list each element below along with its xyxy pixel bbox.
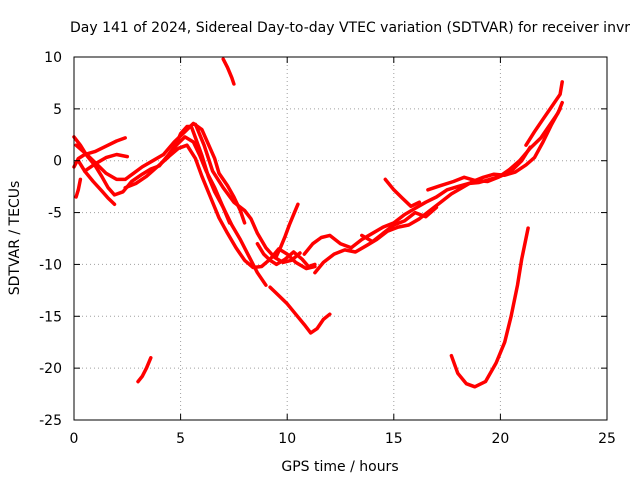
series-arc-16 <box>360 205 439 244</box>
series-arc-17 <box>383 177 422 209</box>
series-arc-4 <box>76 158 117 207</box>
data-series <box>72 57 564 389</box>
y-tick-label: -25 <box>39 413 62 429</box>
series-arc-19 <box>524 80 564 147</box>
series-arc-2 <box>72 136 127 169</box>
series-arc-6 <box>123 135 268 287</box>
y-tick-label: 0 <box>53 154 62 170</box>
series-arc-18 <box>426 100 564 192</box>
y-tick-label: -20 <box>39 361 62 377</box>
series-arc-14 <box>302 145 532 256</box>
y-tick-label: 5 <box>53 102 62 118</box>
y-tick-label: 10 <box>44 50 62 66</box>
series-arc-7 <box>159 143 317 271</box>
x-tick-label: 15 <box>385 431 403 447</box>
series-arc-13 <box>268 285 332 335</box>
y-tick-label: -15 <box>39 309 62 325</box>
x-axis-title: GPS time / hours <box>281 459 398 475</box>
y-tick-label: -5 <box>48 206 62 222</box>
series-arc-11 <box>255 241 317 269</box>
plot-frame <box>73 56 608 421</box>
x-tick-label: 5 <box>176 431 185 447</box>
series-arc-21 <box>74 177 83 199</box>
y-axis-title: SDTVAR / TECUs <box>7 181 23 296</box>
x-tick-label: 0 <box>70 431 79 447</box>
series-arc-5 <box>82 152 130 173</box>
series-arc-12 <box>274 202 300 258</box>
series-arc-10 <box>136 356 153 384</box>
x-tick-label: 10 <box>278 431 296 447</box>
x-tick-label: 25 <box>598 431 616 447</box>
x-tick-label: 20 <box>491 431 509 447</box>
series-arc-15 <box>313 107 562 275</box>
chart-title: Day 141 of 2024, Sidereal Day-to-day VTE… <box>70 20 630 36</box>
series-arc-9 <box>221 57 236 86</box>
series-arc-3 <box>74 121 247 225</box>
y-tick-label: -10 <box>39 257 62 273</box>
series-arc-20 <box>449 226 530 389</box>
axis-ticks: 0 5 10 15 20 25 10 5 0 -5 -10 -15 -20 -25 <box>39 50 616 447</box>
